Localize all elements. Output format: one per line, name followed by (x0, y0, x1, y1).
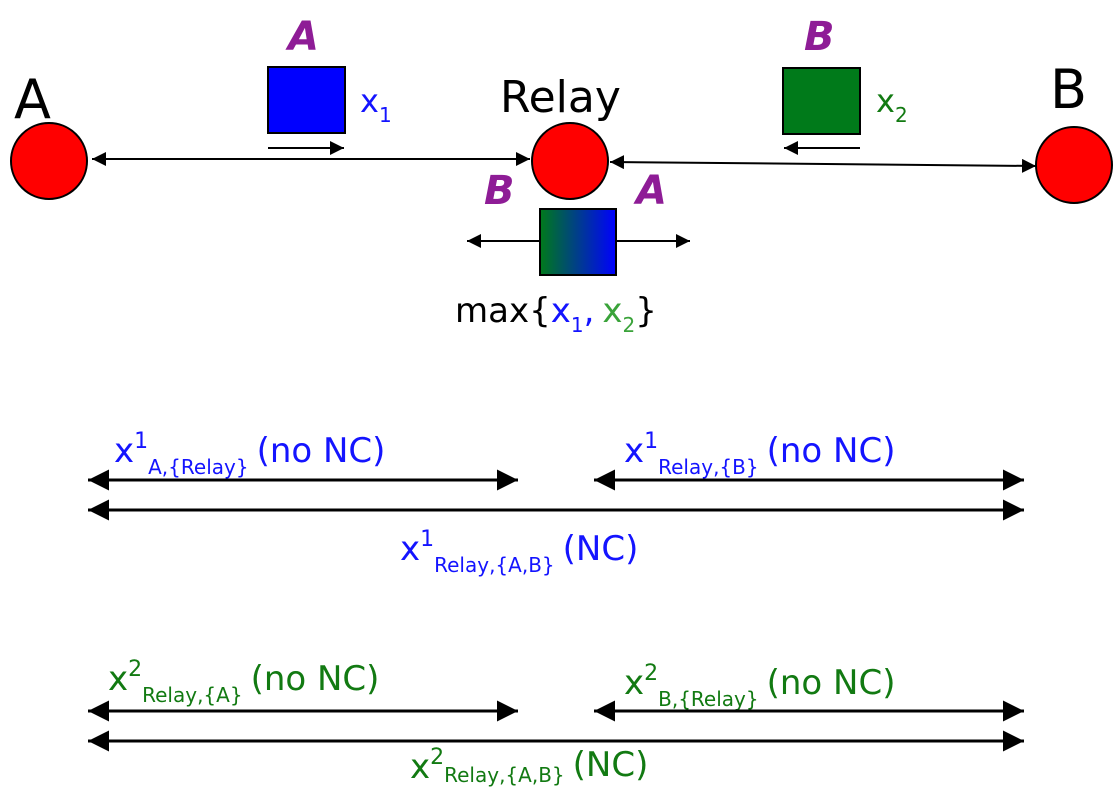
coded-tag-right: A (633, 168, 667, 214)
node-relay-label: Relay (500, 72, 621, 123)
coded-packet-square (539, 208, 617, 276)
coded-tag-left: B (484, 168, 515, 214)
link-relay-b (609, 155, 1037, 173)
max-expression: max{x1, x2} (455, 291, 657, 337)
packet-b-tag: B (804, 14, 835, 60)
packet-b-var: x2 (876, 82, 908, 127)
flow-x2-relay-a-label: x2Relay,{A} (no NC) (108, 657, 379, 707)
node-b-label: B (1050, 58, 1087, 121)
node-b (1035, 126, 1113, 204)
packet-a-var: x1 (360, 82, 392, 127)
packet-a-tag: A (285, 14, 319, 60)
node-a-label: A (14, 68, 51, 131)
flow-x2-b-relay-label: x2B,{Relay} (no NC) (624, 661, 895, 711)
node-relay (531, 122, 609, 200)
flow-x1-relay-b-label: x1Relay,{B} (no NC) (624, 429, 895, 479)
packet-a-square (267, 66, 346, 134)
flow-x1-a-relay-label: x1A,{Relay} (no NC) (114, 429, 385, 479)
packet-b-square (782, 67, 861, 135)
flow-x1-relay-ab-label: x1Relay,{A,B} (NC) (400, 527, 638, 577)
flow-x2-relay-ab-label: x2Relay,{A,B} (NC) (410, 745, 648, 787)
node-a (10, 122, 88, 200)
